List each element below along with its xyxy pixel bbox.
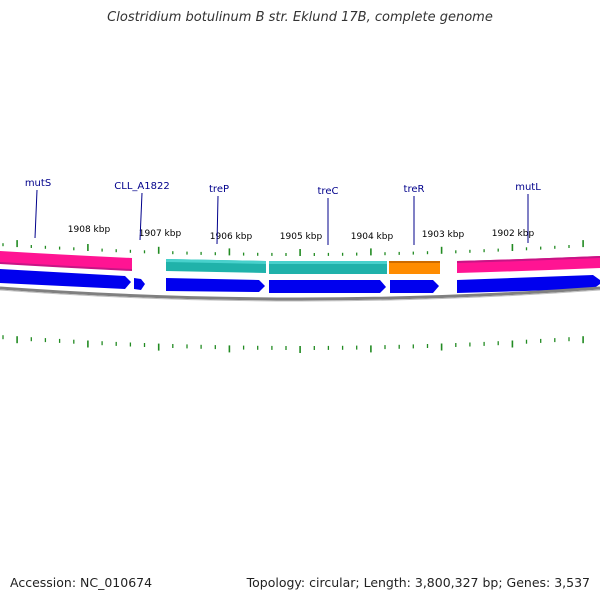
- scale-label-1906-kbp: 1906 kbp: [210, 232, 253, 242]
- gene-arrow-treR: [390, 280, 439, 293]
- gene-label-mutS: mutS: [25, 178, 51, 189]
- gene-arrow-treC: [269, 280, 386, 293]
- leader-line-treP: [216, 195, 219, 245]
- gene-leader-lines: [34, 189, 529, 245]
- scale-label-1902-kbp: 1902 kbp: [492, 229, 535, 239]
- outer-tick-ring: [2, 240, 584, 256]
- cds-band-mutS-shade: [0, 262, 132, 271]
- scale-label-1905-kbp: 1905 kbp: [280, 232, 323, 242]
- cds-band-treP-shade: [166, 259, 266, 264]
- scale-label-1908-kbp: 1908 kbp: [68, 225, 111, 235]
- scale-labels: 1908 kbp 1907 kbp 1906 kbp 1905 kbp 1904…: [68, 225, 535, 242]
- leader-line-mutS: [34, 189, 38, 239]
- gene-label-CLL_A1822: CLL_A1822: [114, 181, 169, 192]
- cds-band-treR-shade: [389, 261, 440, 263]
- leader-line-CLL_A1822: [139, 192, 143, 241]
- scale-label-1903-kbp: 1903 kbp: [422, 230, 465, 240]
- cds-feature-track: [0, 251, 600, 274]
- genome-backbone-shadow: [0, 289, 600, 302]
- gene-label-treR: treR: [404, 184, 425, 195]
- gene-label-mutL: mutL: [515, 182, 541, 193]
- cds-band-treC-shade: [269, 261, 387, 264]
- gene-arrow-mutS: [0, 269, 131, 289]
- gene-arrow-mutL: [457, 275, 600, 293]
- gene-labels: mutS CLL_A1822 treP treC treR mutL: [25, 178, 541, 197]
- cds-band-treR: [389, 261, 440, 274]
- gene-label-treC: treC: [318, 186, 339, 197]
- cds-band-mutL-shade: [457, 256, 600, 263]
- genome-backbone: [0, 286, 600, 301]
- accession-text: Accession: NC_010674: [10, 575, 153, 590]
- gene-arrow-CLL_A1822: [134, 278, 145, 290]
- cds-band-mutS: [0, 251, 132, 270]
- gene-arrow-treP: [166, 278, 265, 292]
- genome-summary-text: Topology: circular; Length: 3,800,327 bp…: [246, 575, 590, 590]
- scale-label-1904-kbp: 1904 kbp: [351, 232, 394, 242]
- gene-label-treP: treP: [209, 184, 229, 195]
- cds-band-treC: [269, 261, 387, 274]
- map-title: Clostridium botulinum B str. Eklund 17B,…: [107, 10, 493, 25]
- gene-arrow-track: [0, 269, 600, 293]
- inner-tick-ring: [2, 335, 584, 353]
- scale-label-1907-kbp: 1907 kbp: [139, 229, 182, 239]
